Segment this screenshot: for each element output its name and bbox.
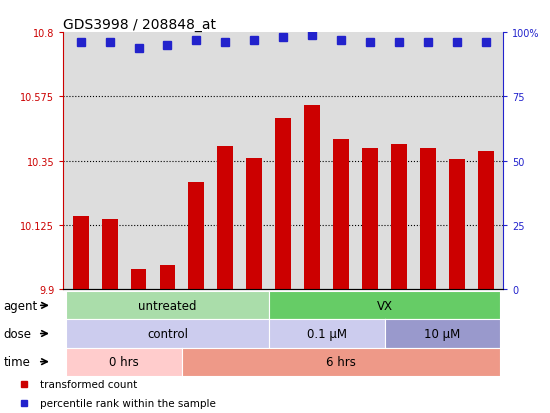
Text: VX: VX <box>377 299 393 312</box>
Text: 6 hrs: 6 hrs <box>326 355 356 368</box>
Bar <box>420 148 436 290</box>
Bar <box>276 119 291 290</box>
Text: GDS3998 / 208848_at: GDS3998 / 208848_at <box>63 18 216 32</box>
Text: 0 hrs: 0 hrs <box>109 355 139 368</box>
Text: 10 μM: 10 μM <box>425 327 460 340</box>
Bar <box>160 265 175 290</box>
Bar <box>362 148 378 290</box>
Bar <box>391 144 407 290</box>
Text: control: control <box>147 327 188 340</box>
Bar <box>246 159 262 290</box>
Bar <box>73 217 89 290</box>
Bar <box>333 140 349 290</box>
Text: transformed count: transformed count <box>40 379 138 389</box>
Text: percentile rank within the sample: percentile rank within the sample <box>40 399 216 408</box>
Bar <box>102 220 118 290</box>
Bar <box>189 183 205 290</box>
Bar <box>478 151 494 290</box>
Text: agent: agent <box>3 299 37 312</box>
Bar <box>130 270 146 290</box>
Bar <box>304 106 320 290</box>
Bar <box>217 147 233 290</box>
Bar <box>449 160 465 290</box>
Text: dose: dose <box>3 327 31 340</box>
Text: untreated: untreated <box>138 299 197 312</box>
Text: time: time <box>3 355 30 368</box>
Text: 0.1 μM: 0.1 μM <box>307 327 346 340</box>
